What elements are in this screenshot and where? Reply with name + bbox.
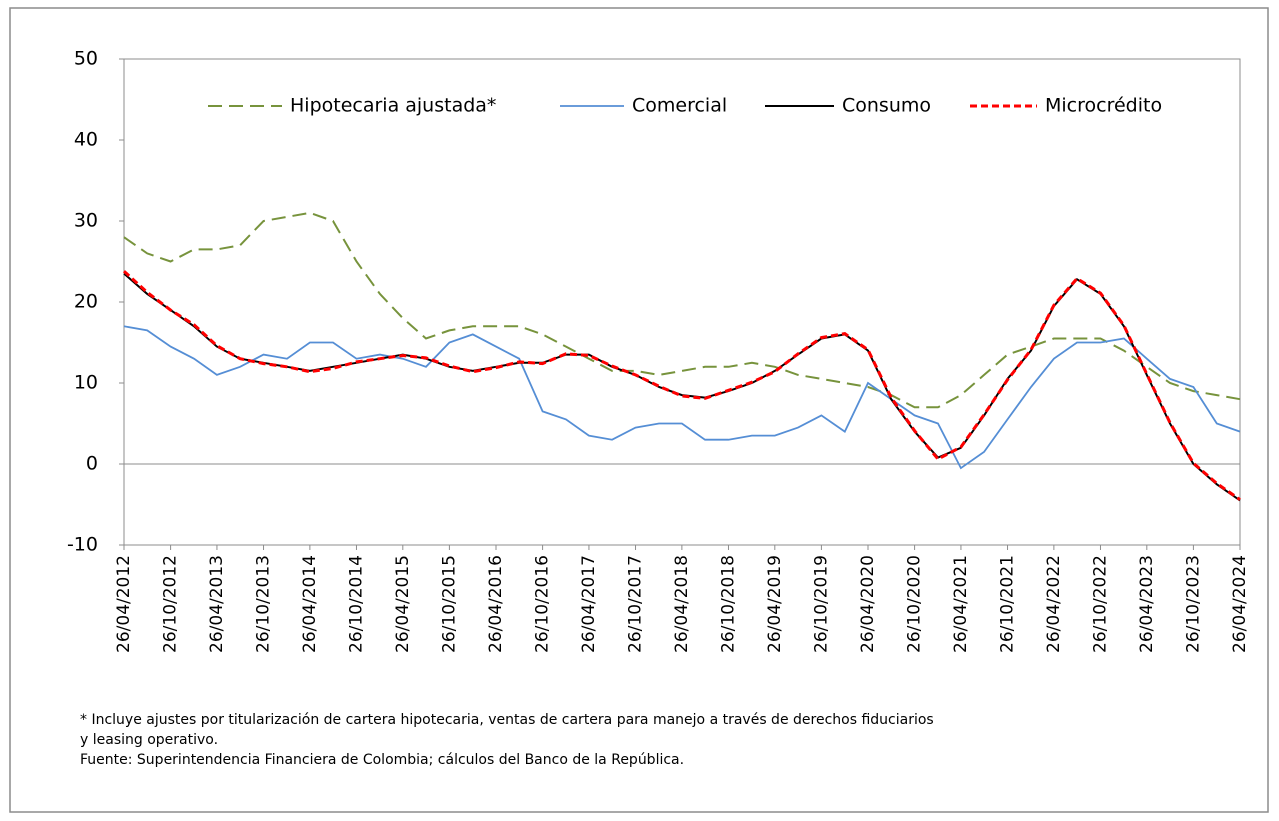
y-tick-label: -10 [67,534,98,556]
x-tick-label: 26/10/2012 [161,555,181,653]
footnote: y leasing operativo. [80,732,218,748]
legend-label: Comercial [632,95,727,117]
y-tick-label: 0 [86,453,98,475]
legend-label: Consumo [842,95,931,117]
x-tick-label: 26/04/2021 [951,555,971,653]
x-tick-label: 26/04/2014 [300,555,320,653]
x-tick-label: 26/10/2019 [811,555,831,653]
legend-label: Microcrédito [1045,95,1162,117]
series-line [123,325,1241,470]
frame [9,7,1269,813]
x-tick-label: 26/04/2017 [579,555,599,653]
x-tick-label: 26/04/2012 [114,555,134,653]
x-tick-label: 26/04/2013 [207,555,227,653]
footnote: * Incluye ajustes por titularización de … [80,712,934,728]
x-tick-label: 26/10/2016 [533,555,553,653]
y-tick-label: 30 [74,210,98,232]
x-tick-label: 26/10/2017 [626,555,646,653]
x-tick-label: 26/04/2024 [1230,555,1250,653]
legend-label: Hipotecaria ajustada* [290,95,496,117]
y-tick-label: 50 [74,48,98,70]
x-tick-label: 26/04/2018 [672,555,692,653]
x-tick-label: 26/10/2022 [1090,555,1110,653]
series-line [122,270,1241,501]
x-tick-label: 26/04/2020 [858,555,878,653]
y-tick-label: 20 [74,291,98,313]
y-tick-label: 10 [74,372,98,394]
x-tick-label: 26/10/2020 [905,555,925,653]
x-tick-label: 26/10/2018 [718,555,738,653]
x-tick-label: 26/04/2023 [1137,555,1157,653]
x-tick-label: 26/10/2023 [1183,555,1203,653]
footnote: Fuente: Superintendencia Financiera de C… [80,752,684,768]
x-tick-label: 26/10/2013 [254,555,274,653]
x-tick-label: 26/04/2015 [393,555,413,653]
x-tick-label: 26/04/2022 [1044,555,1064,653]
x-tick-label: 26/10/2015 [439,555,459,653]
series-line [123,211,1241,409]
y-tick-label: 40 [74,129,98,151]
x-tick-label: 26/04/2016 [486,555,506,653]
x-tick-label: 26/10/2014 [346,555,366,653]
x-tick-label: 26/04/2019 [765,555,785,653]
x-tick-label: 26/10/2021 [998,555,1018,653]
